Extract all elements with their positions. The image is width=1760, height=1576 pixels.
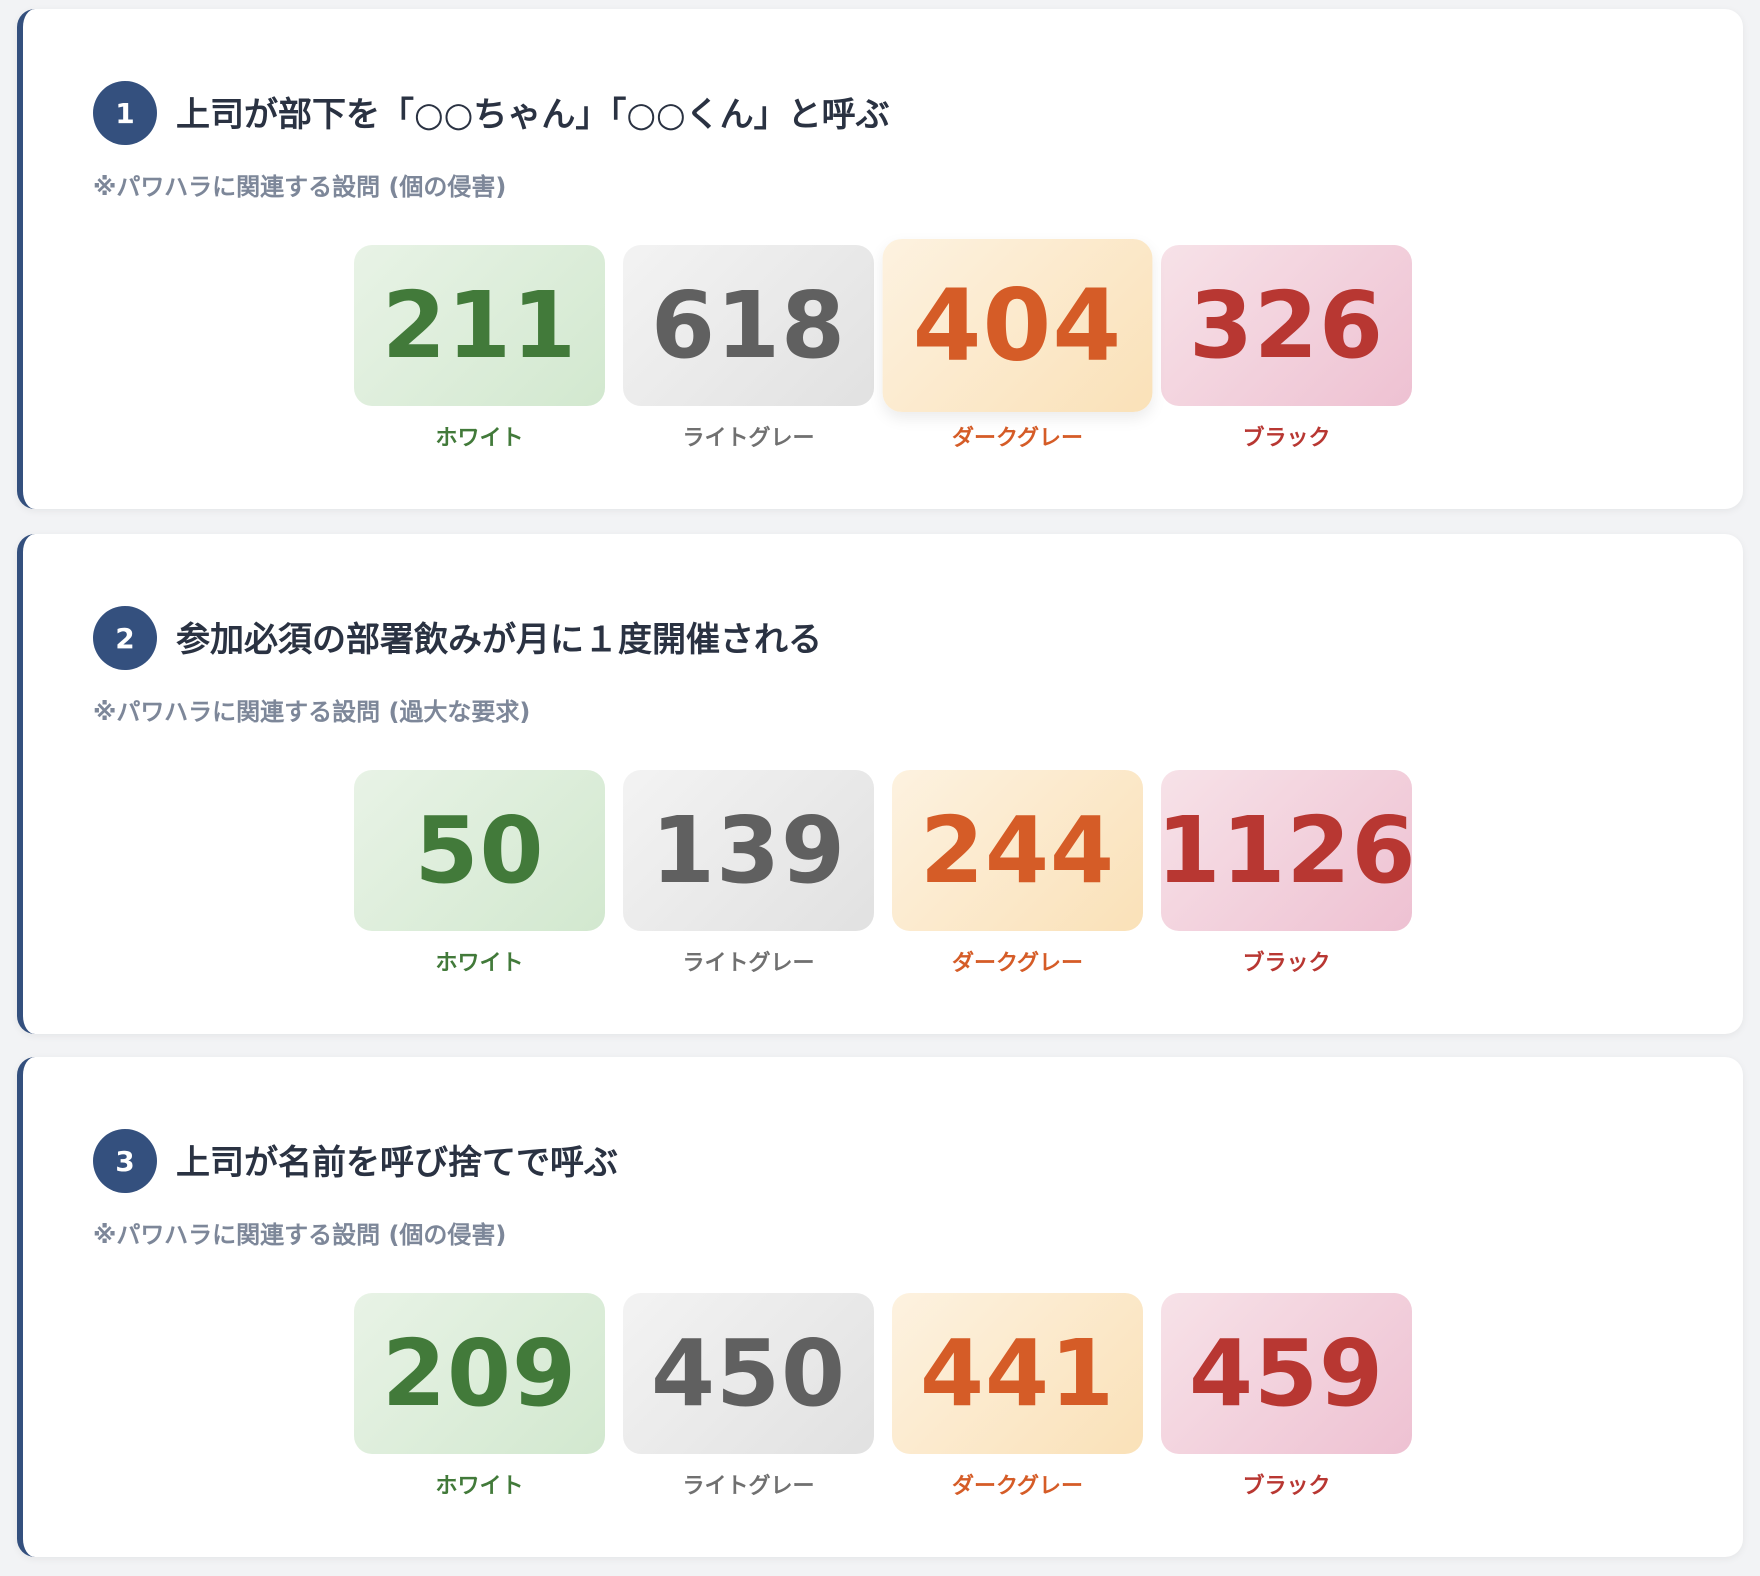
count-white[interactable]: 50 ホワイト bbox=[354, 770, 605, 977]
count-label: ブラック bbox=[1242, 951, 1331, 976]
count-dark-gray[interactable]: 244 ダークグレー bbox=[892, 770, 1143, 977]
count-value: 618 bbox=[623, 245, 874, 406]
count-black[interactable]: 326 ブラック bbox=[1161, 245, 1412, 452]
count-value: 139 bbox=[623, 770, 874, 931]
count-value: 450 bbox=[623, 1293, 874, 1454]
question-number-badge: 2 bbox=[93, 606, 157, 670]
count-label: ブラック bbox=[1242, 1474, 1331, 1499]
count-value: 244 bbox=[892, 770, 1143, 931]
count-light-gray[interactable]: 450 ライトグレー bbox=[623, 1293, 874, 1500]
question-number-badge: 1 bbox=[93, 81, 157, 145]
count-label: ダークグレー bbox=[951, 951, 1084, 976]
count-value: 326 bbox=[1161, 245, 1412, 406]
question-note: ※パワハラに関連する設問 (個の侵害) bbox=[93, 1221, 507, 1249]
count-label: ホワイト bbox=[435, 1474, 524, 1499]
count-label: ダークグレー bbox=[951, 426, 1084, 451]
count-light-gray[interactable]: 139 ライトグレー bbox=[623, 770, 874, 977]
count-label: ブラック bbox=[1242, 426, 1331, 451]
count-black[interactable]: 1126 ブラック bbox=[1156, 770, 1416, 977]
count-dark-gray[interactable]: 441 ダークグレー bbox=[892, 1293, 1143, 1500]
count-dark-gray[interactable]: 404 ダークグレー bbox=[882, 238, 1153, 452]
count-value: 1126 bbox=[1156, 770, 1416, 931]
count-label: ホワイト bbox=[435, 951, 524, 976]
count-boxes: 209 ホワイト 450 ライトグレー 441 ダークグレー 459 ブラック bbox=[354, 1293, 1412, 1500]
question-number-badge: 3 bbox=[93, 1129, 157, 1193]
count-value: 211 bbox=[354, 245, 605, 406]
count-value: 50 bbox=[354, 770, 605, 931]
count-black[interactable]: 459 ブラック bbox=[1161, 1293, 1412, 1500]
count-value: 441 bbox=[892, 1293, 1143, 1454]
count-label: ホワイト bbox=[435, 426, 524, 451]
count-light-gray[interactable]: 618 ライトグレー bbox=[623, 245, 874, 452]
count-white[interactable]: 209 ホワイト bbox=[354, 1293, 605, 1500]
question-title: 参加必須の部署飲みが月に１度開催される bbox=[176, 620, 822, 660]
count-label: ライトグレー bbox=[682, 426, 815, 451]
count-value: 404 bbox=[882, 238, 1153, 413]
question-card: 1 上司が部下を「○○ちゃん」「○○くん」と呼ぶ ※パワハラに関連する設問 (個… bbox=[17, 9, 1743, 509]
count-label: ライトグレー bbox=[682, 951, 815, 976]
count-value: 459 bbox=[1161, 1293, 1412, 1454]
count-label: ダークグレー bbox=[951, 1474, 1084, 1499]
question-card: 3 上司が名前を呼び捨てで呼ぶ ※パワハラに関連する設問 (個の侵害) 209 … bbox=[17, 1057, 1743, 1557]
count-label: ライトグレー bbox=[682, 1474, 815, 1499]
count-boxes: 211 ホワイト 618 ライトグレー 404 ダークグレー 326 ブラック bbox=[354, 238, 1412, 452]
question-note: ※パワハラに関連する設問 (個の侵害) bbox=[93, 173, 507, 201]
count-white[interactable]: 211 ホワイト bbox=[354, 245, 605, 452]
question-title: 上司が名前を呼び捨てで呼ぶ bbox=[176, 1143, 618, 1183]
count-value: 209 bbox=[354, 1293, 605, 1454]
question-title: 上司が部下を「○○ちゃん」「○○くん」と呼ぶ bbox=[176, 95, 890, 135]
question-card: 2 参加必須の部署飲みが月に１度開催される ※パワハラに関連する設問 (過大な要… bbox=[17, 534, 1743, 1034]
count-boxes: 50 ホワイト 139 ライトグレー 244 ダークグレー 1126 ブラック bbox=[354, 770, 1416, 977]
question-note: ※パワハラに関連する設問 (過大な要求) bbox=[93, 698, 531, 726]
